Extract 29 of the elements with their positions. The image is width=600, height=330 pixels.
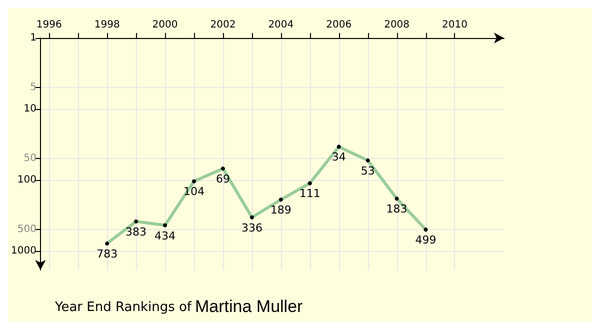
x-tick-label: 2008 xyxy=(384,20,410,30)
data-label: 783 xyxy=(96,247,118,260)
y-tick-label: 1 xyxy=(30,32,36,44)
x-tick-label: 1998 xyxy=(94,20,120,30)
x-tick-label: 2000 xyxy=(152,20,178,30)
y-tick-label: 10 xyxy=(24,104,36,115)
text: Year End Rankings of xyxy=(54,300,192,315)
x-tick-label: 2006 xyxy=(326,20,352,30)
text: Martina Muller xyxy=(195,297,304,316)
y-tick-label: 50 xyxy=(24,153,36,164)
data-label: 434 xyxy=(154,229,176,242)
y-tick-label: 500 xyxy=(17,224,36,236)
data-label: 53 xyxy=(360,164,375,178)
y-tick-label: 5 xyxy=(30,82,36,94)
data-label: 336 xyxy=(241,221,262,234)
x-tick-label: 2002 xyxy=(210,20,236,30)
data-label: 189 xyxy=(270,204,292,217)
x-tick-label: 1996 xyxy=(36,20,62,30)
y-tick-label: 1000 xyxy=(10,246,36,257)
data-label: 111 xyxy=(299,187,320,200)
data-label: 34 xyxy=(332,150,346,164)
data-label: 104 xyxy=(184,185,204,198)
data-label: 499 xyxy=(415,234,436,247)
x-tick-label: 2004 xyxy=(268,20,294,30)
data-label: 183 xyxy=(386,202,408,216)
data-label: 383 xyxy=(126,225,147,238)
data-label: 69 xyxy=(216,172,230,186)
x-tick-label: 2010 xyxy=(442,20,468,30)
y-tick-label: 100 xyxy=(17,174,36,186)
